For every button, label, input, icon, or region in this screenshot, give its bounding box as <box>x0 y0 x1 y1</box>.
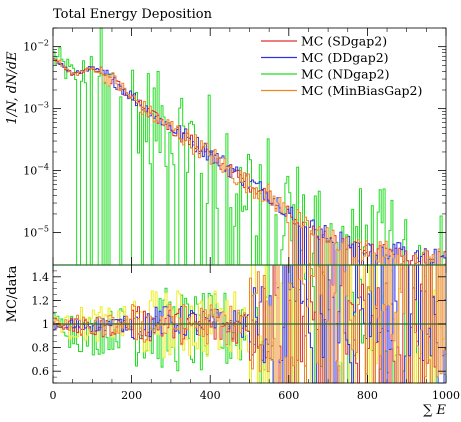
ratio-ylabel: MC/data <box>5 265 20 322</box>
main-ylabel: 1/N, dN/dE <box>5 51 20 125</box>
chart-title: Total Energy Deposition <box>53 7 213 22</box>
xtick-label: 200 <box>121 389 142 402</box>
legend-label-0: MC (SDgap2) <box>301 34 387 49</box>
main-ytick-label: 10−5 <box>23 225 49 240</box>
xtick-label: 0 <box>50 389 57 402</box>
ratio-xlabel: ∑ E <box>423 403 446 418</box>
axis-ticks: 10−2 10−3 10−4 10−5 0.6 0.8 1 1.2 1.4 0 200 400 600 8… <box>23 27 460 402</box>
ratio-series-line-3 <box>53 264 446 384</box>
ratio-ytick-label: 1.4 <box>32 271 50 284</box>
main-ytick-label: 10−2 <box>23 39 49 54</box>
xtick-label: 800 <box>357 389 378 402</box>
legend: MC (SDgap2)MC (DDgap2) MC (NDgap2)MC (Min… <box>261 34 422 98</box>
ratio-data-layer <box>53 264 446 384</box>
ratio-ytick-label: 1 <box>42 318 49 331</box>
series-line-3 <box>53 58 446 266</box>
ratio-ytick-label: 0.8 <box>32 342 50 355</box>
xtick-label: 1000 <box>432 389 460 402</box>
legend-label-2: MC (NDgap2) <box>301 67 389 82</box>
main-ytick-label: 10−3 <box>23 101 49 116</box>
xtick-label: 600 <box>278 389 299 402</box>
main-ytick-label: 10−4 <box>23 163 49 178</box>
legend-label-1: MC (DDgap2) <box>301 50 389 65</box>
ratio-series-line-2 <box>53 264 446 384</box>
legend-label-3: MC (MinBiasGap2) <box>301 83 422 98</box>
ratio-ytick-label: 0.6 <box>32 365 50 378</box>
xtick-label: 400 <box>200 389 221 402</box>
ratio-ytick-label: 1.2 <box>32 294 50 307</box>
